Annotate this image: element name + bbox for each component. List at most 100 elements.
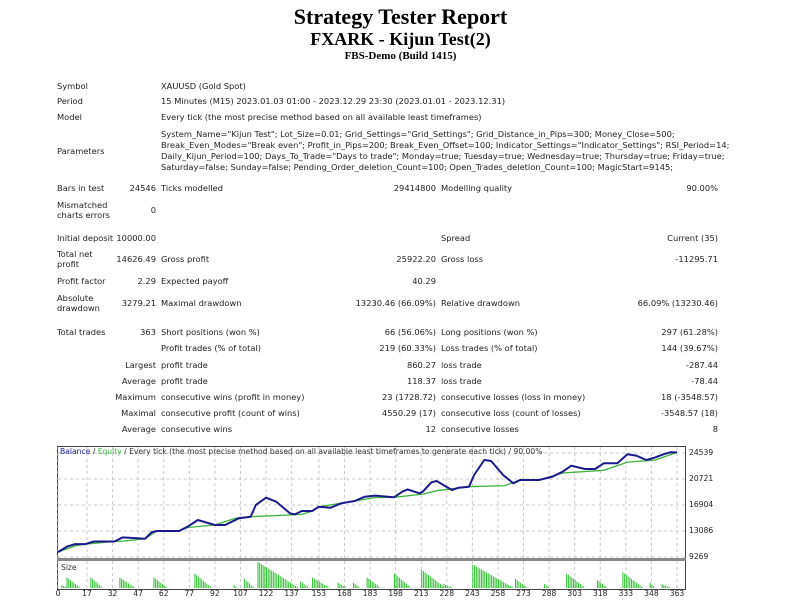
size-bar (402, 580, 404, 588)
legend-separator: / (90, 447, 98, 456)
size-bar (284, 579, 286, 588)
size-bar (306, 586, 308, 588)
size-bar (76, 585, 78, 588)
stat-label-3: Modelling quality (441, 183, 513, 193)
stat-label-3: consecutive loss (count of losses) (441, 408, 581, 418)
size-bar (376, 585, 378, 588)
size-bar (73, 582, 75, 588)
size-bar (202, 580, 204, 588)
stat-label: Profit factor (57, 276, 106, 286)
size-bar (92, 579, 94, 588)
size-bar (649, 582, 651, 588)
stat-label-2: Ticks modelled (161, 183, 223, 193)
info-value: 15 Minutes (M15) 2023.01.03 01:00 - 2023… (161, 96, 506, 106)
size-bar (504, 583, 506, 588)
y-tick-label: 20721 (689, 474, 714, 483)
legend-equity: Equity (97, 447, 122, 456)
size-bar (250, 584, 252, 588)
size-bar (264, 566, 266, 588)
stat-value-3: -287.44 (685, 360, 718, 370)
size-bar (315, 579, 317, 588)
size-bar (153, 577, 155, 588)
size-bar (601, 584, 603, 588)
size-bar (276, 573, 278, 588)
size-bar (576, 581, 578, 588)
y-tick-label: 13086 (689, 526, 714, 535)
stat-value-3: 297 (61.28%) (661, 327, 718, 337)
size-bar (421, 569, 423, 588)
size-bar (472, 564, 474, 588)
size-bar (499, 580, 501, 588)
size-bar (155, 578, 157, 588)
size-bar (666, 586, 668, 588)
size-bar (342, 585, 344, 588)
size-bar (122, 579, 124, 588)
size-bar (477, 567, 479, 588)
size-bar (293, 584, 295, 588)
size-bar (547, 586, 549, 588)
size-bar (281, 577, 283, 588)
size-bar (508, 585, 510, 588)
stat-value: Average (121, 424, 156, 434)
stat-label-3: consecutive losses (441, 424, 519, 434)
stat-value: 0 (150, 205, 156, 215)
size-bar (636, 582, 638, 588)
stat-label: Absolute drawdown (57, 293, 100, 313)
balance-equity-chart (57, 446, 686, 590)
size-bar (491, 575, 493, 588)
x-tick-label: 333 (618, 589, 634, 598)
size-bar (480, 569, 482, 588)
size-bar (201, 579, 203, 588)
size-bar (204, 582, 206, 588)
size-bar (439, 584, 441, 588)
size-bar (426, 573, 428, 588)
stat-value: 363 (140, 327, 156, 337)
size-bar (121, 578, 123, 588)
size-bar (484, 571, 486, 588)
stat-value: Maximum (115, 392, 156, 402)
size-bar (399, 577, 401, 588)
size-bar (393, 573, 395, 588)
size-bar (668, 586, 670, 588)
stat-value-3: 18 (-3548.57) (661, 392, 718, 402)
size-bar (274, 572, 276, 588)
size-bar (624, 573, 626, 588)
stat-value-2: 4550.29 (17) (382, 408, 436, 418)
stat-label: Total net profit (57, 249, 93, 269)
server-build: FBS-Demo (Build 1415) (344, 50, 457, 62)
y-tick-label: 9269 (689, 552, 709, 561)
size-bar (446, 585, 448, 588)
size-bar (303, 584, 305, 588)
info-value: XAUUSD (Gold Spot) (161, 81, 246, 91)
size-bar (543, 584, 545, 588)
stat-value-3: -78.44 (691, 376, 718, 386)
size-bar (288, 581, 290, 588)
stat-label-3: Long positions (won %) (441, 327, 538, 337)
x-tick-label: 228 (439, 589, 455, 598)
size-bar (127, 583, 129, 588)
size-bar (545, 585, 547, 588)
x-tick-label: 273 (516, 589, 531, 598)
size-bar (271, 570, 273, 588)
legend-description: / Every tick (the most precise method ba… (121, 447, 543, 456)
x-tick-label: 258 (490, 589, 506, 598)
stat-value-2: 66 (56.06%) (384, 327, 436, 337)
size-bar (289, 582, 291, 588)
stat-value-3: -3548.57 (18) (661, 408, 718, 418)
size-bar (653, 586, 655, 588)
size-bar (313, 578, 315, 588)
size-bar (339, 583, 341, 588)
stat-label-2: consecutive wins (161, 424, 233, 434)
stat-label: Mismatched charts errors (57, 200, 110, 220)
stat-label-2: Profit trades (% of total) (161, 343, 261, 353)
size-bar (567, 575, 569, 588)
stat-label-2: profit trade (161, 360, 208, 370)
stat-value: 14626.49 (116, 254, 156, 264)
size-bar (97, 583, 99, 588)
size-bar (487, 573, 489, 588)
size-bar (209, 586, 211, 588)
size-bar (370, 580, 372, 588)
size-bar (475, 566, 477, 588)
x-tick-label: 183 (362, 589, 378, 598)
size-bar (634, 581, 636, 588)
